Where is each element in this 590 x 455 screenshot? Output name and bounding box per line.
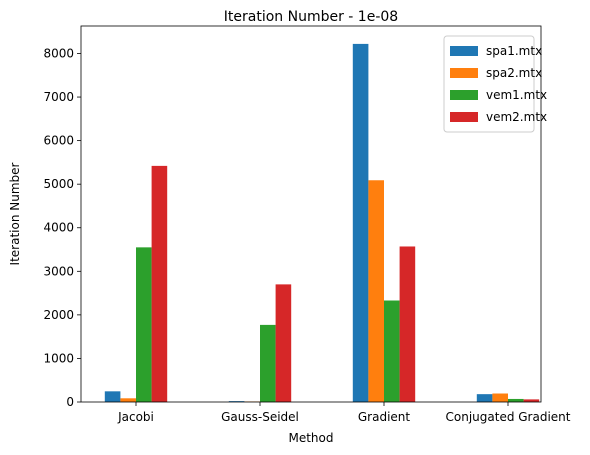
bar-vem1-mtx-gradient xyxy=(384,300,400,402)
legend-label: vem1.mtx xyxy=(486,88,547,102)
legend-box xyxy=(443,35,535,133)
bar-vem1-mtx-gauss-seidel xyxy=(260,324,276,402)
bar-spa1-mtx-jacobi xyxy=(104,391,121,402)
legend-swatch xyxy=(450,68,478,78)
legend: spa1.mtx spa2.mtx vem1.mtx vem2.mtx xyxy=(443,35,547,133)
bars-group xyxy=(104,43,540,403)
bar-spa2-mtx-gradient xyxy=(368,180,384,402)
bar-spa1-mtx-gradient xyxy=(352,43,369,403)
bar-spa1-mtx-gauss-seidel xyxy=(228,401,245,402)
bar-vem2-mtx-jacobi xyxy=(151,165,168,402)
y-tick-label: 3000 xyxy=(43,264,74,278)
y-tick-label: 1000 xyxy=(43,351,74,365)
y-tick-label: 7000 xyxy=(43,90,74,104)
bar-vem1-mtx-conjugated-gradient xyxy=(508,398,524,402)
x-axis-label: Method xyxy=(288,431,333,445)
bar-spa2-mtx-conjugated-gradient xyxy=(492,393,508,402)
x-tick-label: Gauss-Seidel xyxy=(221,410,299,424)
y-tick-label: 2000 xyxy=(43,308,74,322)
bar-vem2-mtx-conjugated-gradient xyxy=(523,399,540,402)
bar-spa1-mtx-conjugated-gradient xyxy=(476,394,493,402)
bar-spa2-mtx-jacobi xyxy=(120,398,136,402)
plot-frame xyxy=(80,25,542,403)
x-tick-label: Gradient xyxy=(358,410,411,424)
bar-vem1-mtx-jacobi xyxy=(136,247,152,402)
chart-title: Iteration Number - 1e-08 xyxy=(224,9,398,25)
legend-label: spa2.mtx xyxy=(486,66,542,80)
y-axis: 0 1000 2000 3000 4000 5000 6000 7000 8000 xyxy=(43,46,81,409)
x-axis: Jacobi Gauss-Seidel Gradient Conjugated Gra… xyxy=(117,402,571,424)
y-tick-label: 5000 xyxy=(43,177,74,191)
legend-swatch xyxy=(450,90,478,100)
y-tick-label: 8000 xyxy=(43,46,74,60)
legend-label: vem2.mtx xyxy=(486,110,547,124)
y-tick-label: 0 xyxy=(66,395,74,409)
y-tick-label: 6000 xyxy=(43,134,74,148)
legend-swatch xyxy=(450,112,478,122)
bar-vem2-mtx-gradient xyxy=(399,246,416,402)
legend-label: spa1.mtx xyxy=(486,44,542,58)
x-tick-label: Jacobi xyxy=(117,410,154,424)
x-tick-label: Conjugated Gradient xyxy=(446,410,571,424)
bar-vem2-mtx-gauss-seidel xyxy=(275,284,292,402)
y-axis-label: Iteration Number xyxy=(8,162,22,265)
y-tick-label: 4000 xyxy=(43,221,74,235)
legend-swatch xyxy=(450,46,478,56)
